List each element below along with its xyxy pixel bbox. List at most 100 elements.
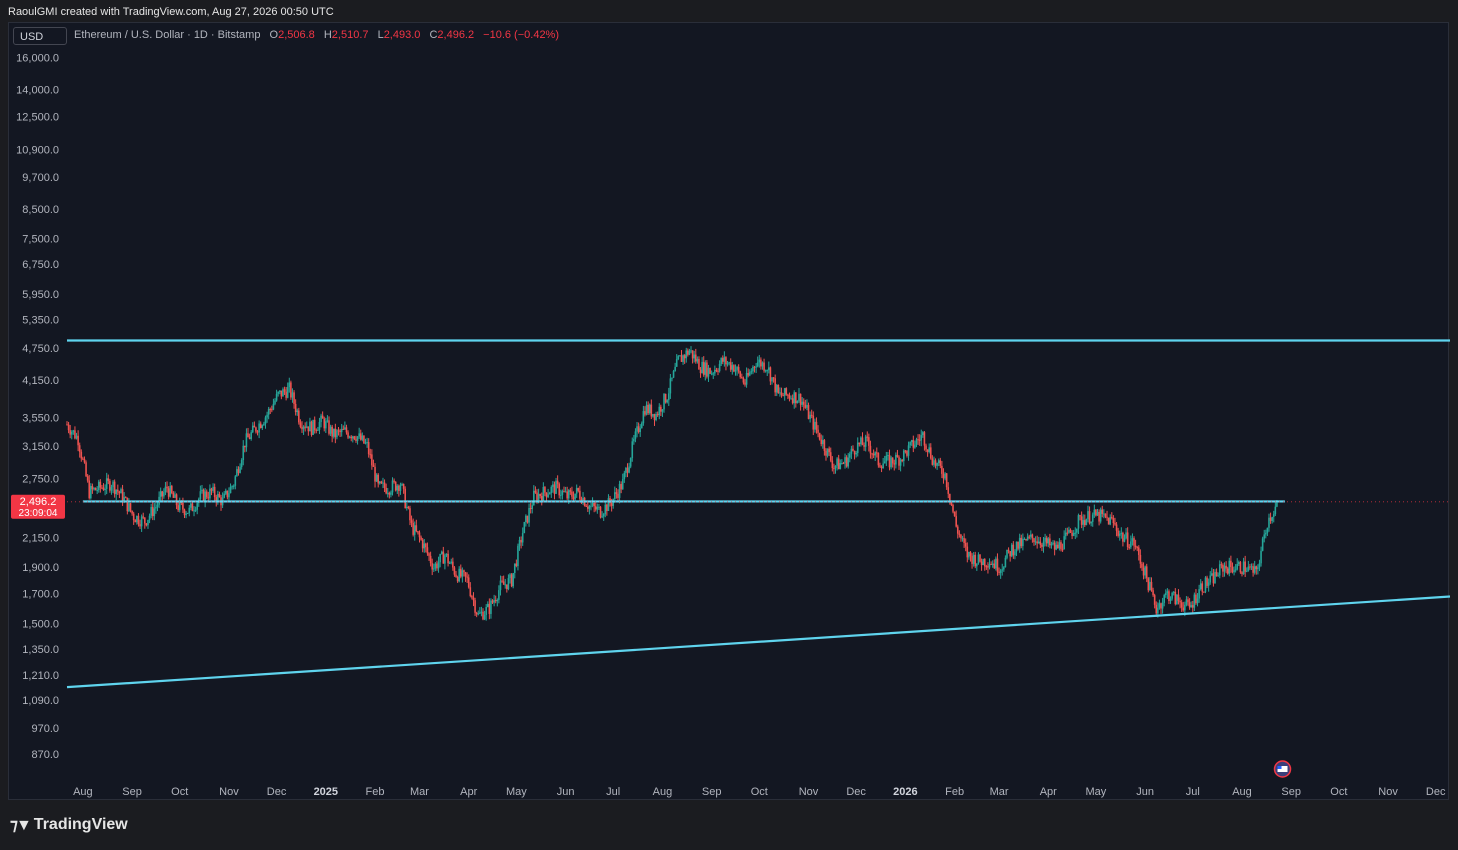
candle-body [202, 489, 205, 502]
candle-body [1249, 566, 1251, 568]
candle-body [610, 503, 613, 506]
y-tick-label: 8,500.0 [22, 204, 59, 216]
price-chart-svg[interactable]: 16,000.0 14,000.0 12,500.0 10,900.0 9,700.0 8… [9, 23, 1450, 801]
candle-body [151, 506, 154, 517]
candle-body [97, 481, 100, 491]
candle-body [1031, 534, 1034, 539]
candle-body [1269, 517, 1272, 521]
candle-body [764, 370, 767, 372]
candle-body [161, 491, 164, 497]
candle-body [1180, 602, 1183, 608]
candle-body [328, 420, 330, 434]
candle-body [405, 506, 408, 508]
x-tick-label: Aug [653, 786, 673, 798]
currency-selector[interactable]: USD [13, 27, 67, 45]
candle-body [148, 515, 151, 520]
candle-body [294, 403, 297, 413]
candle-body [1164, 593, 1167, 596]
candle-body [937, 460, 940, 464]
candle-body [1022, 538, 1024, 547]
candle-body [531, 505, 534, 509]
candle-body [469, 587, 472, 597]
candle-body [518, 539, 521, 546]
candle-body [617, 493, 619, 498]
y-tick-label: 6,750.0 [22, 259, 59, 271]
candle-body [310, 421, 313, 435]
candle-body [772, 377, 775, 379]
candle-body [1122, 532, 1124, 542]
candle-body [258, 423, 260, 433]
candle-body [563, 490, 565, 492]
candle-body [285, 391, 287, 398]
candle-body [144, 517, 146, 524]
candle-body [598, 506, 600, 508]
candle-body [1096, 511, 1099, 516]
candle-body [77, 435, 79, 446]
candle-body [861, 437, 864, 446]
candle-body [588, 506, 591, 509]
candle-body [736, 367, 738, 370]
candle-body [1245, 570, 1248, 572]
candle-body [1139, 554, 1142, 564]
candle-body [682, 355, 684, 362]
chart-pane[interactable]: 16,000.0 14,000.0 12,500.0 10,900.0 9,700.0 8… [8, 22, 1450, 801]
candle-body [982, 559, 984, 566]
candle-body [1061, 549, 1064, 551]
candle-body [1088, 511, 1091, 524]
candle-body [269, 409, 272, 411]
y-tick-label: 1,700.0 [22, 589, 59, 601]
candle-body [1203, 591, 1205, 593]
candle-body [190, 503, 192, 508]
candle-body [1215, 571, 1218, 577]
candle-body [245, 433, 248, 448]
candle-body [352, 436, 354, 439]
candles-layer [66, 346, 1278, 621]
candle-body [199, 491, 202, 499]
candle-body [371, 454, 373, 466]
candle-body [872, 453, 875, 456]
candle-body [402, 483, 405, 489]
candle-body [693, 354, 695, 359]
candle-body [1223, 565, 1226, 572]
y-tick-label: 10,900.0 [16, 144, 59, 156]
candle-body [280, 390, 283, 397]
candle-body [166, 486, 168, 489]
candle-body [239, 467, 241, 473]
candle-body [922, 432, 924, 436]
candle-body [769, 367, 772, 382]
candle-body [1110, 517, 1113, 519]
candle-body [806, 405, 808, 408]
candle-body [960, 534, 962, 539]
candle-body [1118, 533, 1121, 536]
candle-body [785, 388, 788, 395]
candle-body [117, 489, 119, 492]
close-label: C [429, 29, 438, 41]
y-tick-label: 3,550.0 [22, 413, 59, 425]
candle-body [917, 439, 919, 441]
candle-body [1082, 520, 1085, 525]
candle-body [637, 426, 640, 433]
candle-body [247, 433, 249, 438]
candle-body [1020, 537, 1023, 547]
candle-body [831, 460, 834, 469]
candle-body [955, 516, 957, 527]
candle-body [85, 462, 87, 477]
candle-body [715, 369, 718, 372]
candle-body [731, 365, 734, 370]
candle-body [491, 600, 494, 603]
candle-body [874, 452, 877, 456]
candle-body [655, 413, 657, 421]
candle-body [890, 457, 892, 468]
candle-body [1166, 591, 1169, 594]
candle-body [918, 439, 921, 441]
candle-body [101, 487, 103, 489]
candle-body [601, 516, 603, 518]
candle-body [864, 436, 867, 447]
candle-body [329, 426, 332, 434]
candle-body [561, 490, 564, 495]
candle-body [340, 428, 343, 433]
candle-body [852, 448, 854, 451]
close-value: 2,496.2 [437, 29, 475, 41]
candle-body [496, 599, 499, 602]
candle-body [880, 466, 883, 469]
